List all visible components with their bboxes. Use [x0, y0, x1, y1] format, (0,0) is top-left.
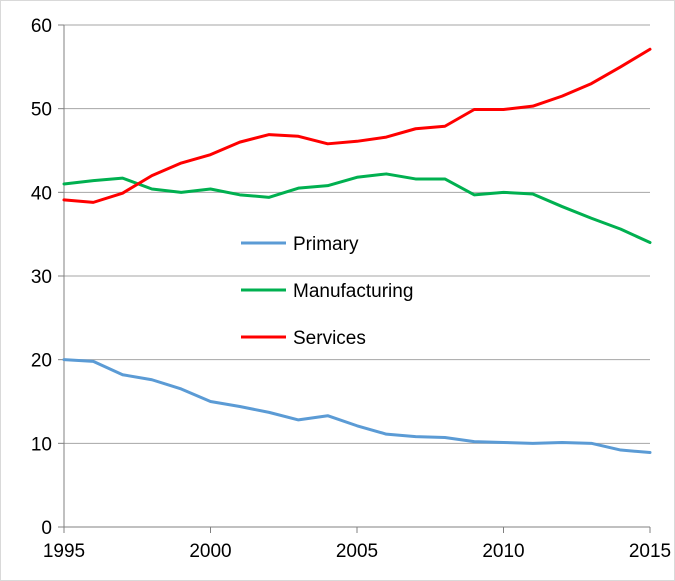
x-tick-label-2015: 2015: [629, 541, 671, 562]
y-tick-label-10: 10: [31, 434, 52, 455]
x-tick-label-2000: 2000: [189, 541, 231, 562]
y-tick-label-20: 20: [31, 351, 52, 372]
y-tick-label-40: 40: [31, 183, 52, 204]
y-tick-label-30: 30: [31, 267, 52, 288]
legend: Primary Manufacturing Services: [241, 234, 413, 349]
y-tick-label-60: 60: [31, 16, 52, 37]
series-line-manufacturing: [64, 174, 650, 243]
y-tick-label-50: 50: [31, 100, 52, 121]
legend-label-manufacturing: Manufacturing: [293, 281, 413, 302]
x-tick-label-2010: 2010: [482, 541, 524, 562]
y-tick-label-0: 0: [41, 518, 52, 539]
series-line-primary: [64, 360, 650, 453]
x-tick-label-2005: 2005: [336, 541, 378, 562]
legend-label-primary: Primary: [293, 234, 359, 255]
legend-label-services: Services: [293, 328, 366, 349]
series-line-services: [64, 49, 650, 202]
axes: [58, 25, 650, 533]
x-tick-label-1995: 1995: [43, 541, 85, 562]
